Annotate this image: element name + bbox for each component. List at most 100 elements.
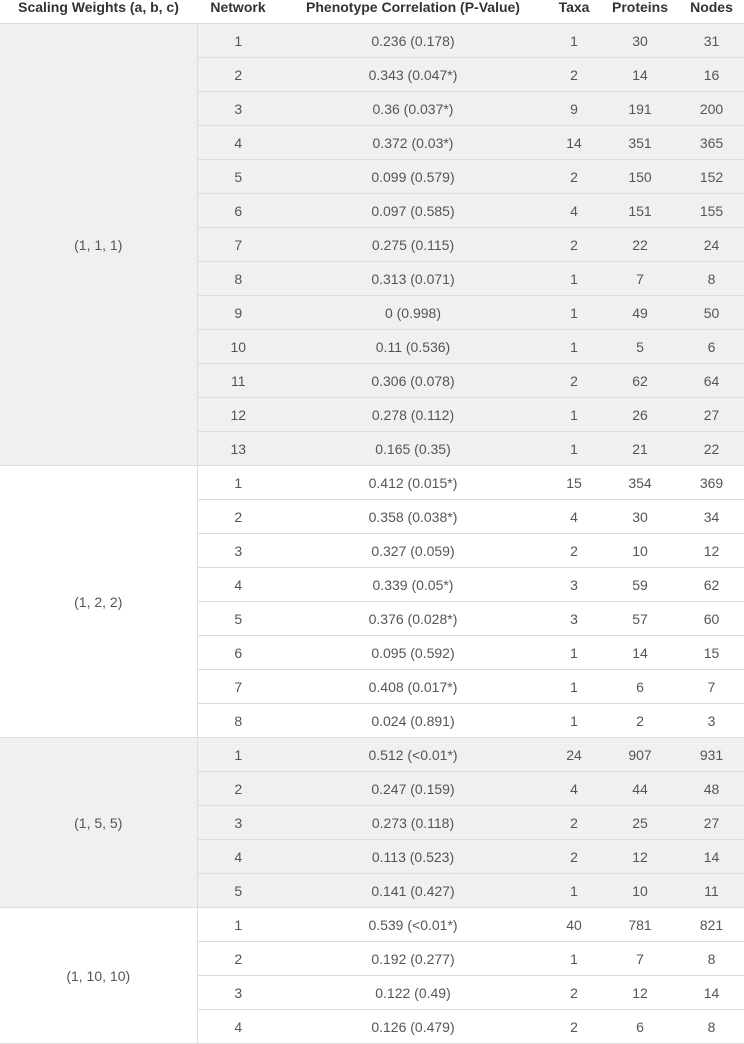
table-row: 11 0.306 (0.078) 2 62 64 [0, 363, 744, 398]
cell-taxa: 4 [547, 193, 601, 228]
cell-taxa: 3 [547, 567, 601, 602]
table-row: 12 0.278 (0.112) 1 26 27 [0, 397, 744, 432]
header-row: Scaling Weights (a, b, c) Network Phenot… [0, 0, 744, 24]
header-network: Network [197, 0, 279, 24]
cell-phenotype-correlation: 0.273 (0.118) [279, 805, 547, 840]
cell-scaling-weights: (1, 5, 5) [0, 737, 198, 908]
cell-proteins: 14 [601, 57, 679, 92]
cell-nodes: 27 [679, 805, 744, 840]
cell-proteins: 30 [601, 23, 679, 58]
cell-taxa: 1 [547, 669, 601, 704]
cell-phenotype-correlation: 0.236 (0.178) [279, 23, 547, 58]
cell-proteins: 49 [601, 295, 679, 330]
cell-taxa: 2 [547, 805, 601, 840]
cell-nodes: 24 [679, 227, 744, 262]
cell-taxa: 40 [547, 907, 601, 942]
cell-nodes: 50 [679, 295, 744, 330]
cell-network: 4 [197, 125, 279, 160]
table-row: 6 0.097 (0.585) 4 151 155 [0, 193, 744, 228]
cell-proteins: 5 [601, 329, 679, 364]
header-taxa: Taxa [547, 0, 601, 24]
cell-nodes: 16 [679, 57, 744, 92]
cell-phenotype-correlation: 0.412 (0.015*) [279, 465, 547, 500]
cell-nodes: 7 [679, 669, 744, 704]
cell-network: 2 [197, 771, 279, 806]
cell-taxa: 2 [547, 975, 601, 1010]
table-row: 8 0.313 (0.071) 1 7 8 [0, 261, 744, 296]
cell-network: 4 [197, 1009, 279, 1044]
cell-scaling-weights: (1, 1, 1) [0, 23, 198, 466]
cell-nodes: 22 [679, 431, 744, 466]
cell-taxa: 1 [547, 295, 601, 330]
cell-phenotype-correlation: 0.11 (0.536) [279, 329, 547, 364]
cell-phenotype-correlation: 0.097 (0.585) [279, 193, 547, 228]
cell-phenotype-correlation: 0.339 (0.05*) [279, 567, 547, 602]
cell-proteins: 21 [601, 431, 679, 466]
cell-taxa: 2 [547, 363, 601, 398]
table-row: 7 0.275 (0.115) 2 22 24 [0, 227, 744, 262]
cell-taxa: 2 [547, 533, 601, 568]
header-proteins: Proteins [601, 0, 679, 24]
table-row: 10 0.11 (0.536) 1 5 6 [0, 329, 744, 364]
cell-nodes: 15 [679, 635, 744, 670]
cell-taxa: 1 [547, 635, 601, 670]
header-phenotype-correlation: Phenotype Correlation (P-Value) [279, 0, 547, 24]
cell-network: 2 [197, 57, 279, 92]
cell-nodes: 3 [679, 703, 744, 738]
cell-phenotype-correlation: 0.278 (0.112) [279, 397, 547, 432]
cell-taxa: 15 [547, 465, 601, 500]
cell-network: 3 [197, 91, 279, 126]
cell-nodes: 152 [679, 159, 744, 194]
cell-proteins: 59 [601, 567, 679, 602]
cell-taxa: 1 [547, 703, 601, 738]
table-row: 4 0.339 (0.05*) 3 59 62 [0, 567, 744, 602]
table-row: 2 0.343 (0.047*) 2 14 16 [0, 57, 744, 92]
table-row: 2 0.192 (0.277) 1 7 8 [0, 941, 744, 976]
table-row: (1, 2, 2) 1 0.412 (0.015*) 15 354 369 [0, 465, 744, 738]
cell-phenotype-correlation: 0.313 (0.071) [279, 261, 547, 296]
cell-taxa: 4 [547, 499, 601, 534]
cell-nodes: 62 [679, 567, 744, 602]
cell-taxa: 14 [547, 125, 601, 160]
cell-taxa: 2 [547, 839, 601, 874]
table-row: 3 0.122 (0.49) 2 12 14 [0, 975, 744, 1010]
cell-nodes: 8 [679, 1009, 744, 1044]
cell-network: 3 [197, 975, 279, 1010]
cell-nodes: 12 [679, 533, 744, 568]
cell-taxa: 3 [547, 601, 601, 636]
cell-proteins: 10 [601, 873, 679, 908]
cell-network: 1 [197, 23, 279, 58]
cell-proteins: 7 [601, 941, 679, 976]
cell-proteins: 6 [601, 1009, 679, 1044]
table-row: 8 0.024 (0.891) 1 2 3 [0, 703, 744, 738]
cell-proteins: 354 [601, 465, 679, 500]
table-row: 7 0.408 (0.017*) 1 6 7 [0, 669, 744, 704]
cell-nodes: 11 [679, 873, 744, 908]
cell-taxa: 1 [547, 873, 601, 908]
cell-taxa: 1 [547, 431, 601, 466]
cell-network: 5 [197, 601, 279, 636]
cell-nodes: 14 [679, 839, 744, 874]
cell-phenotype-correlation: 0.327 (0.059) [279, 533, 547, 568]
cell-taxa: 1 [547, 23, 601, 58]
cell-proteins: 30 [601, 499, 679, 534]
table-row: 6 0.095 (0.592) 1 14 15 [0, 635, 744, 670]
cell-network: 1 [197, 737, 279, 772]
cell-network: 1 [197, 465, 279, 500]
table-row: 4 0.372 (0.03*) 14 351 365 [0, 125, 744, 160]
cell-proteins: 151 [601, 193, 679, 228]
cell-nodes: 34 [679, 499, 744, 534]
cell-taxa: 1 [547, 397, 601, 432]
cell-proteins: 12 [601, 839, 679, 874]
cell-phenotype-correlation: 0.539 (<0.01*) [279, 907, 547, 942]
cell-nodes: 155 [679, 193, 744, 228]
cell-proteins: 191 [601, 91, 679, 126]
table-body: (1, 1, 1) 1 0.236 (0.178) 1 30 31 2 0.343 (0.04… [0, 23, 744, 1044]
table-row: 4 0.113 (0.523) 2 12 14 [0, 839, 744, 874]
cell-network: 6 [197, 635, 279, 670]
cell-phenotype-correlation: 0.306 (0.078) [279, 363, 547, 398]
cell-network: 10 [197, 329, 279, 364]
cell-nodes: 31 [679, 23, 744, 58]
cell-phenotype-correlation: 0.372 (0.03*) [279, 125, 547, 160]
